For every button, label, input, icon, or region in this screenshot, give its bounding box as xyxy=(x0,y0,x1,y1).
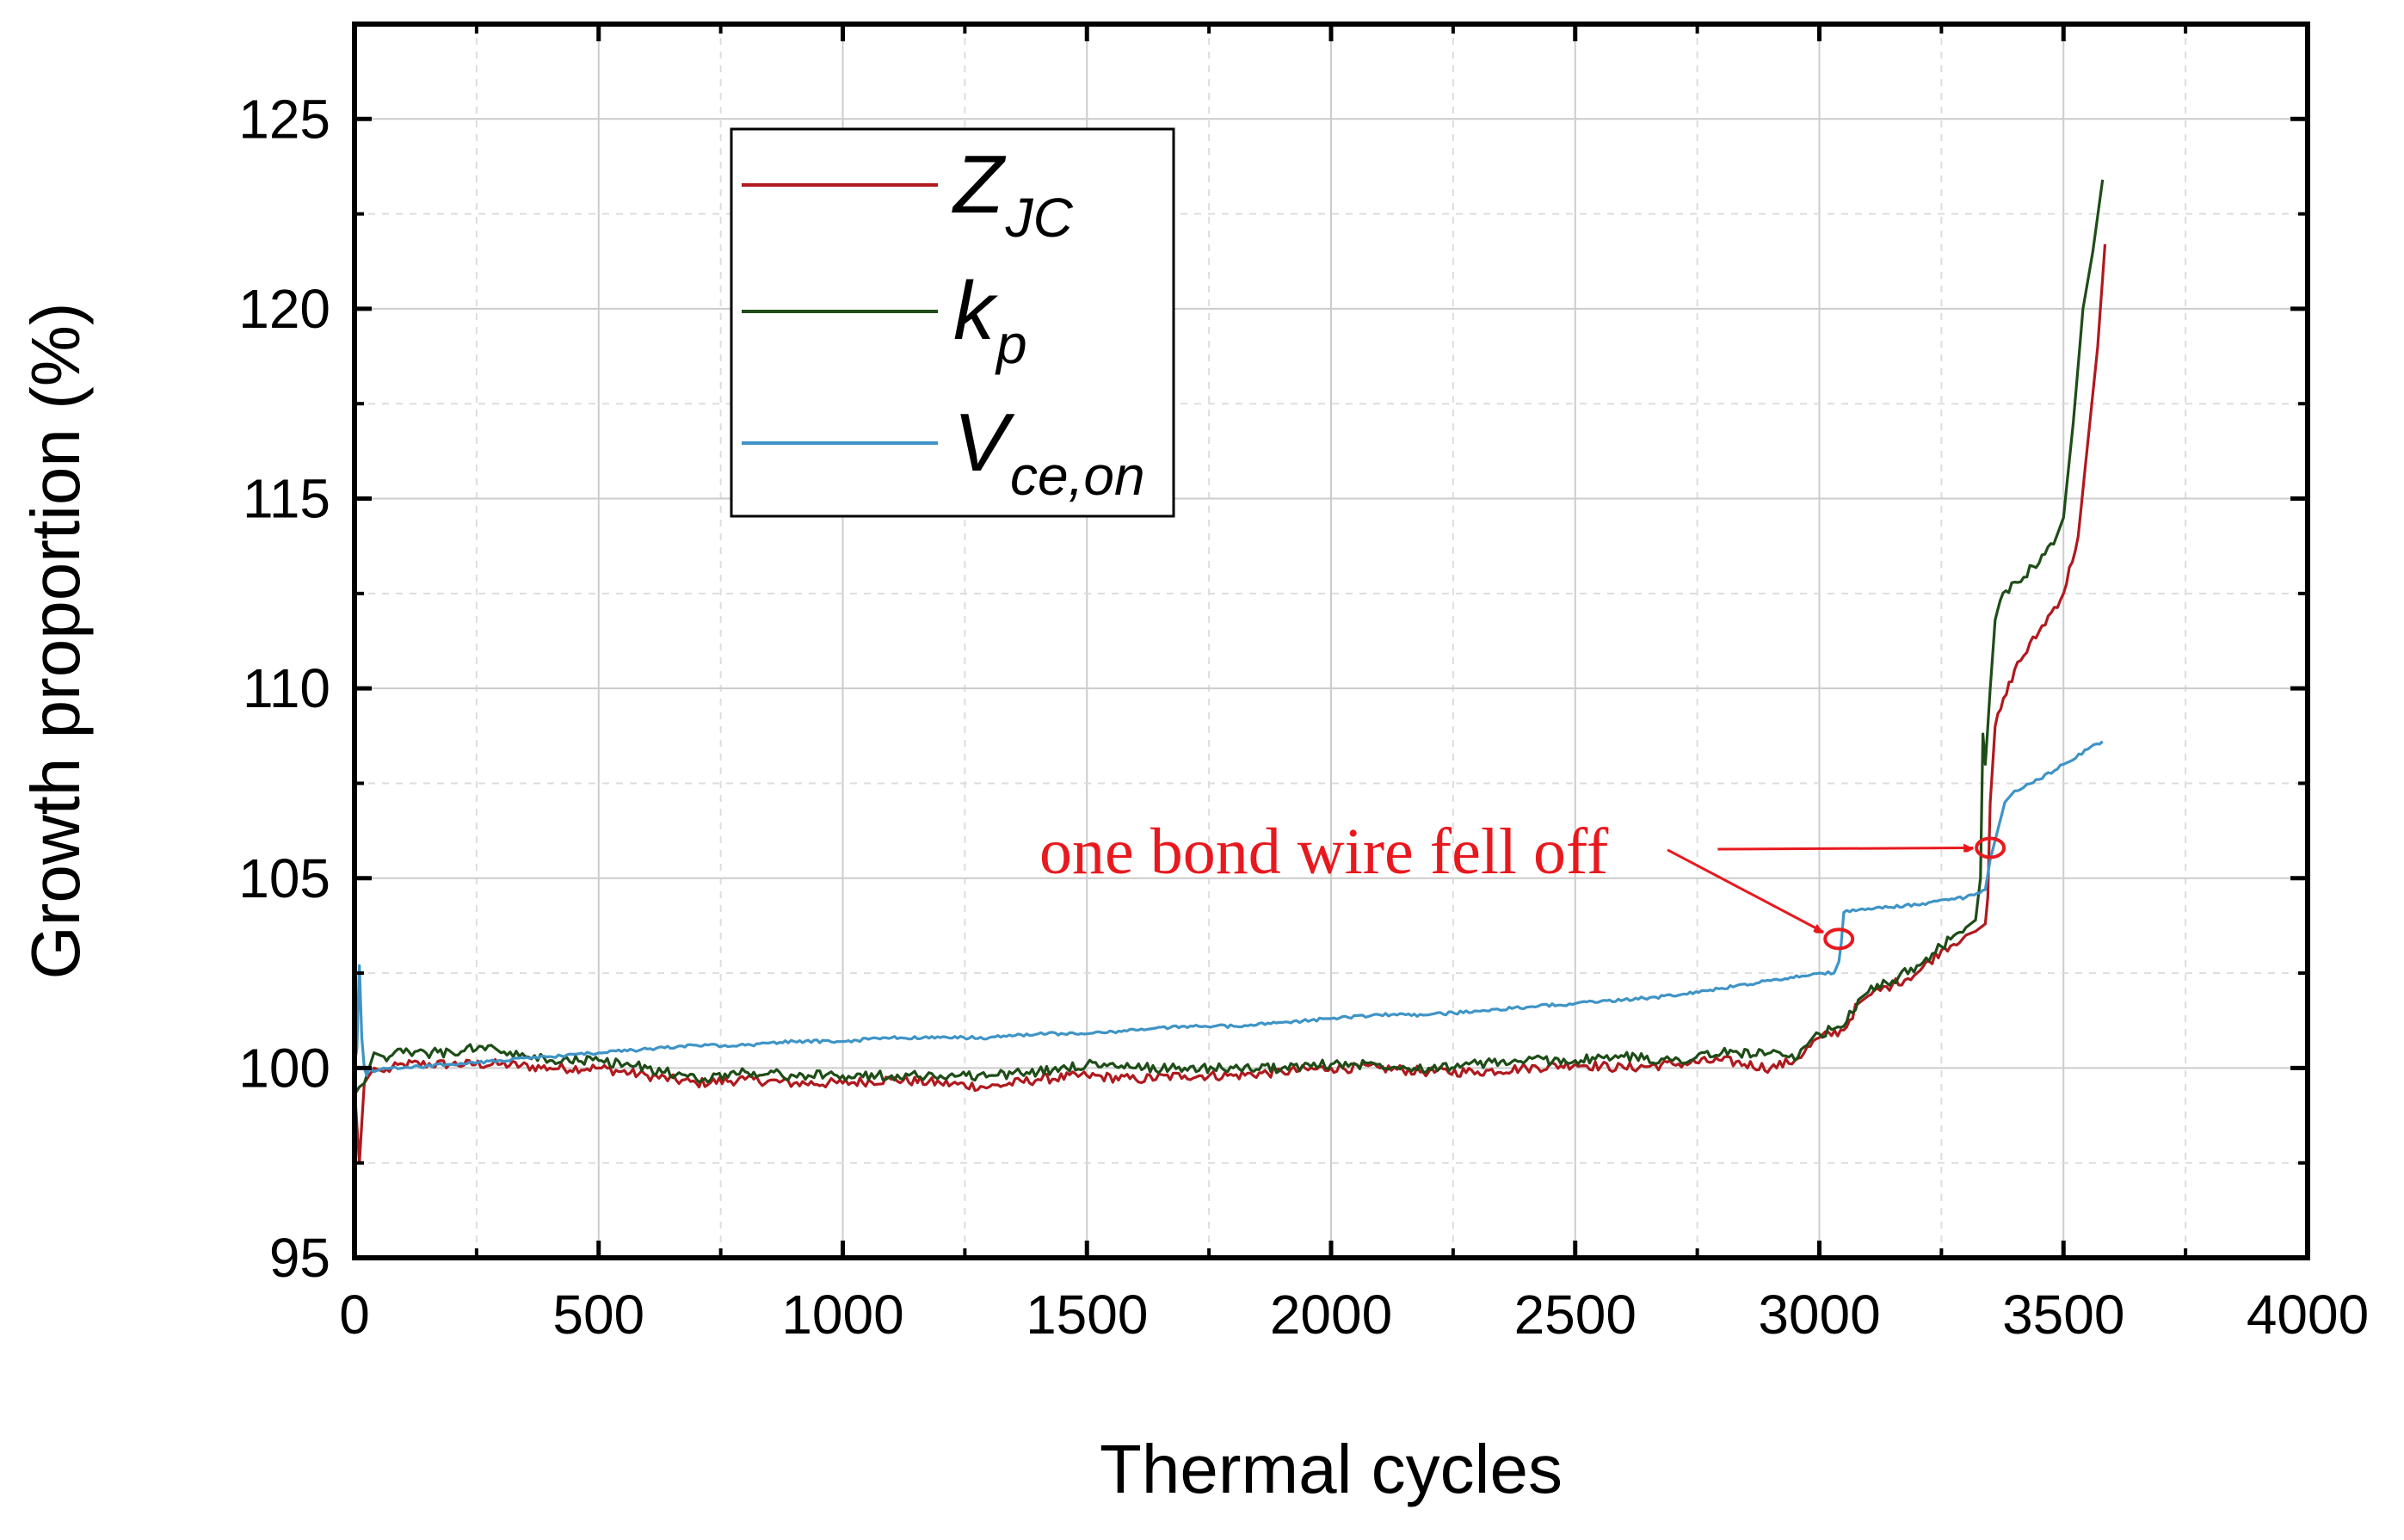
annotation-circle xyxy=(1823,927,1855,951)
y-tick-label: 120 xyxy=(238,278,330,340)
x-tick-label: 500 xyxy=(552,1284,644,1346)
x-tick-label: 3000 xyxy=(1758,1284,1880,1346)
y-tick-label: 100 xyxy=(238,1037,330,1099)
y-tick-label: 105 xyxy=(238,847,330,909)
legend-label-sub: JC xyxy=(1005,187,1074,249)
annotation-arrow xyxy=(1717,847,1973,849)
ticks xyxy=(352,22,2310,1260)
legend-label-sub: p xyxy=(995,313,1027,375)
legend-label-main: V xyxy=(953,397,1015,489)
legend-label-main: Z xyxy=(952,139,1007,231)
y-tick-label: 115 xyxy=(243,468,330,530)
series-line xyxy=(354,243,2107,1165)
y-axis-title: Growth proportion (%) xyxy=(17,303,94,980)
annotation-arrow xyxy=(1667,848,1824,933)
series-line xyxy=(354,179,2105,1096)
series-line xyxy=(354,740,2104,1077)
annotation: one bond wire fell off xyxy=(1039,816,2006,951)
x-tick-label: 2000 xyxy=(1270,1284,1392,1346)
legend-label-main: k xyxy=(953,265,999,357)
legend-box xyxy=(730,127,1175,518)
y-tick-label: 125 xyxy=(238,88,330,150)
y-tick-label: 110 xyxy=(243,657,330,719)
x-tick-label: 0 xyxy=(339,1284,370,1346)
grid xyxy=(354,23,2308,1259)
annotation-text: one bond wire fell off xyxy=(1039,816,1609,888)
legend-label: ZJC xyxy=(952,139,1074,249)
x-tick-label: 1500 xyxy=(1026,1284,1148,1346)
x-tick-label: 1000 xyxy=(781,1284,903,1346)
x-tick-label: 4000 xyxy=(2247,1284,2369,1346)
tick-labels: 0 500 1000 1500 2000 2500 3000 3500 4000 95 100 105… xyxy=(238,88,2369,1346)
annotation-circle xyxy=(1975,836,2006,859)
x-tick-label: 2500 xyxy=(1514,1284,1637,1346)
x-tick-label: 3500 xyxy=(2002,1284,2124,1346)
y-tick-label: 95 xyxy=(269,1227,330,1289)
legend-label-sub: ce,on xyxy=(1010,445,1145,507)
series-lines xyxy=(354,179,2107,1165)
x-axis-title: Thermal cycles xyxy=(1100,1431,1563,1507)
legend-label: kp xyxy=(953,265,1027,375)
legend-label: Vce,on xyxy=(953,397,1145,507)
